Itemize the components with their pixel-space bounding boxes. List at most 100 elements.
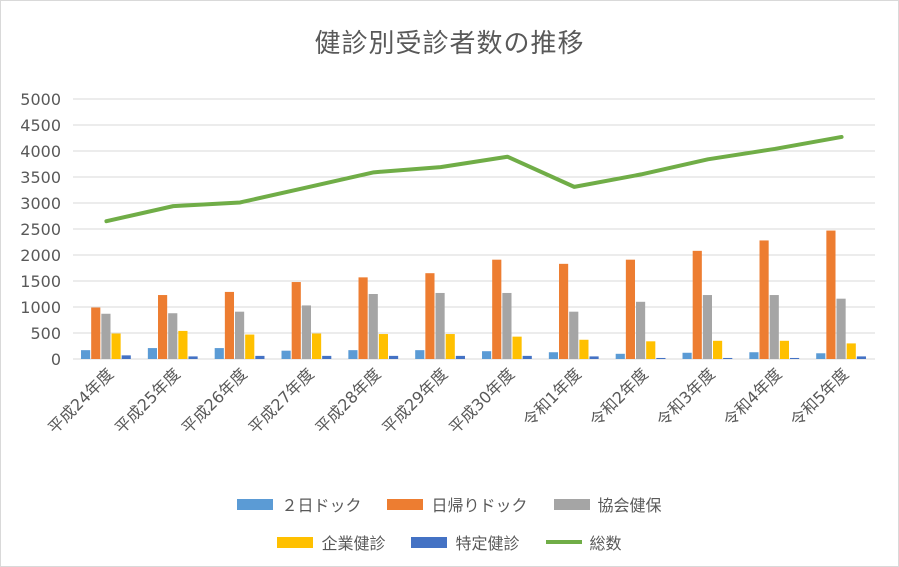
legend-label-day-dock: 日帰りドック — [431, 496, 528, 515]
total-point-cat0 — [105, 220, 107, 222]
x-tick-label-5: 平成29年度 — [378, 364, 451, 437]
bar-series4-cat10 — [789, 357, 800, 359]
x-tick-label-0: 平成24年度 — [44, 364, 117, 437]
bar-series0-cat5 — [415, 350, 425, 359]
bar-series2-cat1 — [168, 313, 178, 359]
bar-series4-cat11 — [856, 356, 866, 359]
legend-item-company-checkup: 企業健診 — [277, 530, 385, 554]
y-tick-label-4500: 4500 — [20, 116, 61, 135]
total-point-cat10 — [774, 148, 776, 150]
bar-series3-cat8 — [646, 341, 656, 359]
legend-label-company-checkup: 企業健診 — [321, 534, 386, 553]
bar-series2-cat7 — [569, 311, 579, 359]
legend-swatch-day-dock — [387, 498, 424, 510]
y-tick-label-500: 500 — [30, 324, 61, 343]
legend-item-kyokai-kenpo: 協会健保 — [553, 492, 662, 516]
legend-swatch-specific-checkup — [411, 536, 448, 548]
y-tick-label-0: 0 — [51, 350, 61, 369]
bar-series4-cat7 — [589, 356, 599, 359]
x-tick-label-1: 平成25年度 — [111, 364, 184, 437]
legend-swatch-total — [545, 540, 582, 544]
bar-series2-cat5 — [435, 292, 445, 359]
bar-series0-cat10 — [749, 352, 759, 359]
bar-series3-cat11 — [846, 343, 856, 359]
legend-item-2day-dock: ２日ドック — [237, 492, 361, 516]
total-point-cat6 — [506, 156, 508, 158]
total-point-cat8 — [640, 173, 642, 175]
bar-series0-cat4 — [348, 350, 358, 359]
bar-series4-cat3 — [322, 355, 332, 359]
legend: ２日ドック 日帰りドック 協会健保 企業健診 特定健診 総数 — [1, 485, 898, 561]
bar-series1-cat10 — [759, 240, 769, 359]
y-tick-label-4000: 4000 — [20, 142, 61, 161]
total-point-cat2 — [239, 201, 241, 203]
bar-series3-cat0 — [111, 333, 121, 359]
total-point-cat1 — [172, 205, 174, 207]
bar-series2-cat3 — [301, 305, 311, 359]
bar-series3-cat10 — [779, 340, 789, 359]
legend-item-day-dock: 日帰りドック — [387, 492, 528, 516]
bar-series2-cat6 — [502, 292, 512, 359]
bar-series0-cat8 — [615, 353, 625, 359]
y-tick-label-2000: 2000 — [20, 246, 61, 265]
gridlines — [73, 98, 875, 360]
total-point-cat3 — [306, 186, 308, 188]
total-line — [104, 134, 844, 224]
x-axis-ticks: 平成24年度平成25年度平成26年度平成27年度平成28年度平成29年度平成30… — [44, 364, 852, 437]
bar-series4-cat0 — [121, 355, 131, 359]
bar-series1-cat9 — [692, 250, 702, 359]
bar-series3-cat2 — [245, 334, 255, 359]
y-tick-label-2500: 2500 — [20, 220, 61, 239]
x-tick-label-11: 令和5年度 — [787, 364, 853, 430]
bars — [81, 230, 866, 359]
bar-series4-cat9 — [723, 357, 733, 359]
bar-series2-cat9 — [702, 295, 712, 359]
total-point-cat5 — [440, 166, 442, 168]
x-tick-label-6: 平成30年度 — [445, 364, 518, 437]
bar-series1-cat4 — [358, 277, 368, 359]
x-tick-label-8: 令和2年度 — [586, 364, 652, 430]
bar-series3-cat9 — [713, 340, 723, 359]
y-tick-label-5000: 5000 — [20, 90, 61, 109]
total-point-cat7 — [573, 186, 575, 188]
total-point-cat9 — [707, 158, 709, 160]
bar-series2-cat2 — [235, 311, 245, 359]
legend-row-1: ２日ドック 日帰りドック 協会健保 — [1, 485, 898, 523]
legend-item-specific-checkup: 特定健診 — [411, 530, 520, 554]
legend-label-specific-checkup: 特定健診 — [455, 534, 520, 553]
x-tick-label-4: 平成28年度 — [311, 364, 384, 437]
legend-swatch-company-checkup — [277, 536, 314, 548]
bar-series1-cat6 — [492, 259, 502, 359]
bar-series2-cat0 — [101, 313, 111, 359]
bar-series0-cat9 — [682, 352, 692, 359]
legend-label-2day-dock: ２日ドック — [281, 496, 362, 515]
bar-series1-cat1 — [158, 295, 168, 359]
bar-series4-cat6 — [522, 355, 532, 359]
bar-series2-cat8 — [636, 301, 646, 359]
bar-series3-cat6 — [512, 336, 522, 359]
x-tick-label-3: 平成27年度 — [245, 364, 318, 437]
total-point-cat4 — [373, 171, 375, 173]
x-tick-label-10: 令和4年度 — [720, 364, 786, 430]
bar-series0-cat2 — [214, 348, 224, 359]
x-tick-label-9: 令和3年度 — [653, 364, 719, 430]
y-tick-label-3500: 3500 — [20, 168, 61, 187]
bar-series0-cat11 — [816, 353, 826, 359]
bar-series3-cat1 — [178, 330, 188, 359]
bar-series4-cat1 — [188, 356, 198, 359]
y-axis-ticks: 0 500 1000 1500 2000 2500 3000 3500 4000 4500 5000 — [20, 90, 61, 369]
x-tick-label-2: 平成26年度 — [178, 364, 251, 437]
total-line-layer — [104, 134, 844, 224]
bar-series1-cat2 — [224, 291, 235, 359]
y-tick-label-3000: 3000 — [20, 194, 61, 213]
bar-series3-cat5 — [445, 334, 455, 359]
bar-series0-cat0 — [81, 350, 91, 359]
total-point-cat11 — [841, 136, 843, 138]
bar-series1-cat8 — [625, 259, 636, 359]
bar-series2-cat4 — [368, 294, 378, 359]
bar-series0-cat1 — [147, 348, 158, 359]
bar-series1-cat3 — [291, 282, 301, 359]
bar-series1-cat11 — [826, 230, 836, 359]
